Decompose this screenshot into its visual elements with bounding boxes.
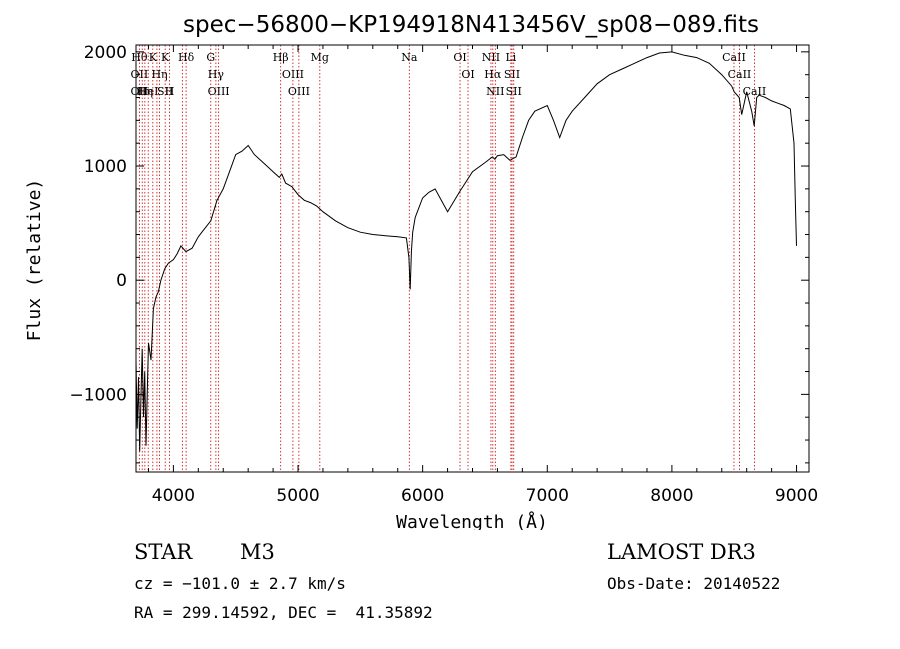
line-label: Hδ [178,51,195,64]
line-label: Mg [311,51,329,64]
line-label: Li [505,51,516,64]
x-tick-label: 9000 [775,486,818,506]
y-tick-label: 0 [116,271,127,291]
line-label: Hη [151,68,167,81]
x-tick-label: 5000 [276,486,319,506]
y-axis-ticks: 2000 1000 0 −1000 [69,43,809,464]
y-tick-label: 2000 [84,43,127,63]
line-label: Na [401,51,418,64]
line-label: NII [482,51,500,64]
line-label: NII [486,85,504,98]
line-label: OII [131,85,149,98]
line-label: Hγ [208,68,225,81]
line-label: Hη [137,85,153,98]
y-tick-label: −1000 [69,385,127,405]
x-tick-label: 6000 [401,486,444,506]
spectrum-chart: spec−56800−KP194918N413456V_sp08−089.fit… [24,12,818,530]
line-label: SII [504,68,520,81]
line-label: OI [453,51,466,64]
plot-frame [135,44,810,473]
line-label: G [206,51,215,64]
y-axis-label: Flux (relative) [24,179,45,342]
line-label: CaII [743,85,767,98]
line-label: Hα [484,68,502,81]
line-label: SII [506,85,522,98]
chart-title: spec−56800−KP194918N413456V_sp08−089.fit… [183,12,759,38]
spectrum-line [135,51,797,452]
line-label: K [161,51,170,64]
line-label: Hβ [273,51,289,64]
x-axis-label: Wavelength (Å) [396,511,548,530]
y-tick-label: 1000 [84,157,127,177]
line-label: Hθ [131,51,148,64]
coordinates: RA = 299.14592, DEC = 41.35892 [134,603,433,622]
object-subclass: M3 [240,540,275,564]
object-class: STAR [134,540,193,564]
x-axis-ticks: 4000 5000 6000 7000 8000 9000 [147,45,818,506]
line-label: H [165,85,175,98]
x-tick-label: 7000 [526,486,569,506]
line-label: HeI [138,85,158,98]
survey-name: LAMOST DR3 [607,540,756,564]
observation-date: Obs-Date: 20140522 [607,574,781,593]
x-tick-label: 8000 [650,486,693,506]
line-label: CaII [728,68,752,81]
line-label: OIII [288,85,310,98]
redshift-cz: cz = −101.0 ± 2.7 km/s [134,574,346,593]
line-label: OIII [208,85,230,98]
line-label: OI [461,68,474,81]
x-tick-label: 4000 [152,486,195,506]
line-label: OIII [282,68,304,81]
line-label: K [149,51,158,64]
line-label: CaII [722,51,746,64]
